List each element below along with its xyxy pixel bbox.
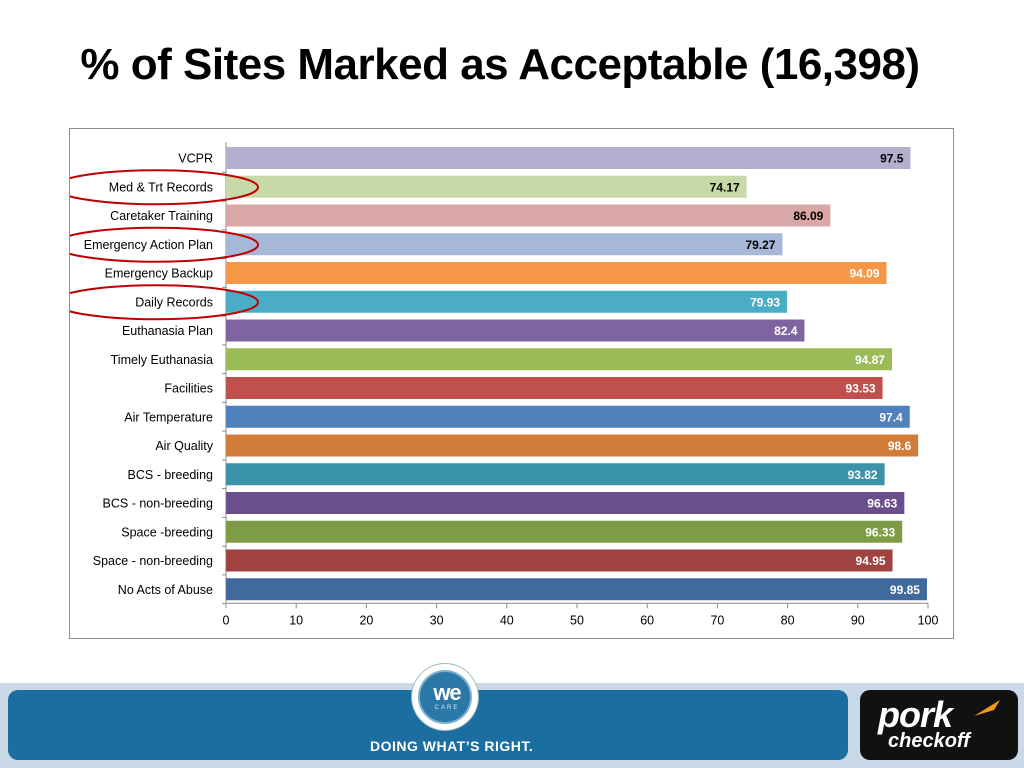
data-label: 94.87 [855, 353, 885, 367]
data-label: 93.82 [848, 468, 878, 482]
highlight-ellipse [70, 284, 259, 321]
data-label: 79.27 [745, 238, 775, 252]
slide-title: % of Sites Marked as Acceptable (16,398) [80, 40, 920, 89]
category-label: Air Quality [155, 439, 213, 453]
data-label: 98.6 [888, 439, 912, 453]
category-label: No Acts of Abuse [118, 583, 213, 597]
category-label: Caretaker Training [110, 209, 213, 223]
x-tick-label: 100 [918, 613, 939, 627]
bar [226, 262, 887, 284]
data-label: 74.17 [710, 180, 740, 194]
bar-chart: VCPR 97.5 Med & Trt Records 74.17 Caretaker … [70, 142, 939, 627]
pork-checkoff-logo [860, 690, 1018, 760]
x-tick-label: 10 [289, 613, 303, 627]
bar [226, 290, 788, 313]
highlight-ellipse [70, 169, 259, 206]
category-label: Med & Trt Records [109, 180, 213, 194]
data-label: 79.93 [750, 295, 780, 309]
care-logo-text: CARE [434, 705, 460, 711]
data-label: 94.09 [849, 267, 879, 281]
data-label: 97.5 [880, 152, 904, 166]
category-label: VCPR [178, 152, 213, 166]
swoosh-icon [974, 700, 1000, 716]
x-tick-label: 30 [430, 613, 444, 627]
we-logo-text: we [433, 680, 461, 705]
bar [226, 578, 927, 601]
chart-frame: VCPR 97.5 Med & Trt Records 74.17 Caretaker … [69, 128, 954, 639]
x-tick-label: 60 [640, 613, 654, 627]
bar [226, 348, 892, 371]
bar [226, 233, 783, 256]
data-label: 93.53 [846, 382, 876, 396]
checkoff-logo-text: checkoff [888, 730, 970, 752]
bar [226, 147, 911, 169]
highlight-ellipse [70, 226, 259, 263]
bar [226, 405, 910, 428]
x-tick-label: 50 [570, 613, 584, 627]
bar [226, 319, 805, 342]
category-label: Timely Euthanasia [111, 353, 213, 367]
category-label: Space -breeding [121, 525, 213, 539]
data-label: 96.33 [865, 525, 895, 539]
bar [226, 520, 903, 543]
data-label: 94.95 [856, 554, 886, 568]
bar [226, 204, 831, 227]
pork-logo-text: pork [878, 694, 953, 735]
x-tick-label: 90 [851, 613, 865, 627]
bar [226, 434, 919, 457]
category-label: Facilities [164, 382, 213, 396]
x-tick-label: 0 [223, 613, 230, 627]
x-tick-label: 40 [500, 613, 514, 627]
category-label: Space - non-breeding [93, 554, 213, 568]
bar [226, 549, 893, 572]
category-label: BCS - non-breeding [103, 497, 214, 511]
tagline: DOING WHAT’S RIGHT. [370, 738, 534, 754]
data-label: 86.09 [793, 209, 823, 223]
data-label: 97.4 [879, 410, 903, 424]
category-label: BCS - breeding [128, 468, 214, 482]
data-label: 96.63 [867, 497, 897, 511]
bar [226, 175, 747, 198]
x-tick-label: 70 [710, 613, 724, 627]
category-label: Emergency Action Plan [84, 238, 213, 252]
bar [226, 492, 905, 514]
data-label: 99.85 [890, 583, 920, 597]
category-label: Air Temperature [124, 410, 213, 424]
category-label: Euthanasia Plan [122, 324, 213, 338]
data-label: 82.4 [774, 324, 798, 338]
x-tick-label: 20 [359, 613, 373, 627]
bar [226, 463, 885, 486]
bar [226, 377, 883, 399]
x-tick-label: 80 [781, 613, 795, 627]
category-label: Emergency Backup [105, 267, 213, 281]
category-label: Daily Records [135, 295, 213, 309]
we-care-logo: we CARE [412, 664, 478, 730]
